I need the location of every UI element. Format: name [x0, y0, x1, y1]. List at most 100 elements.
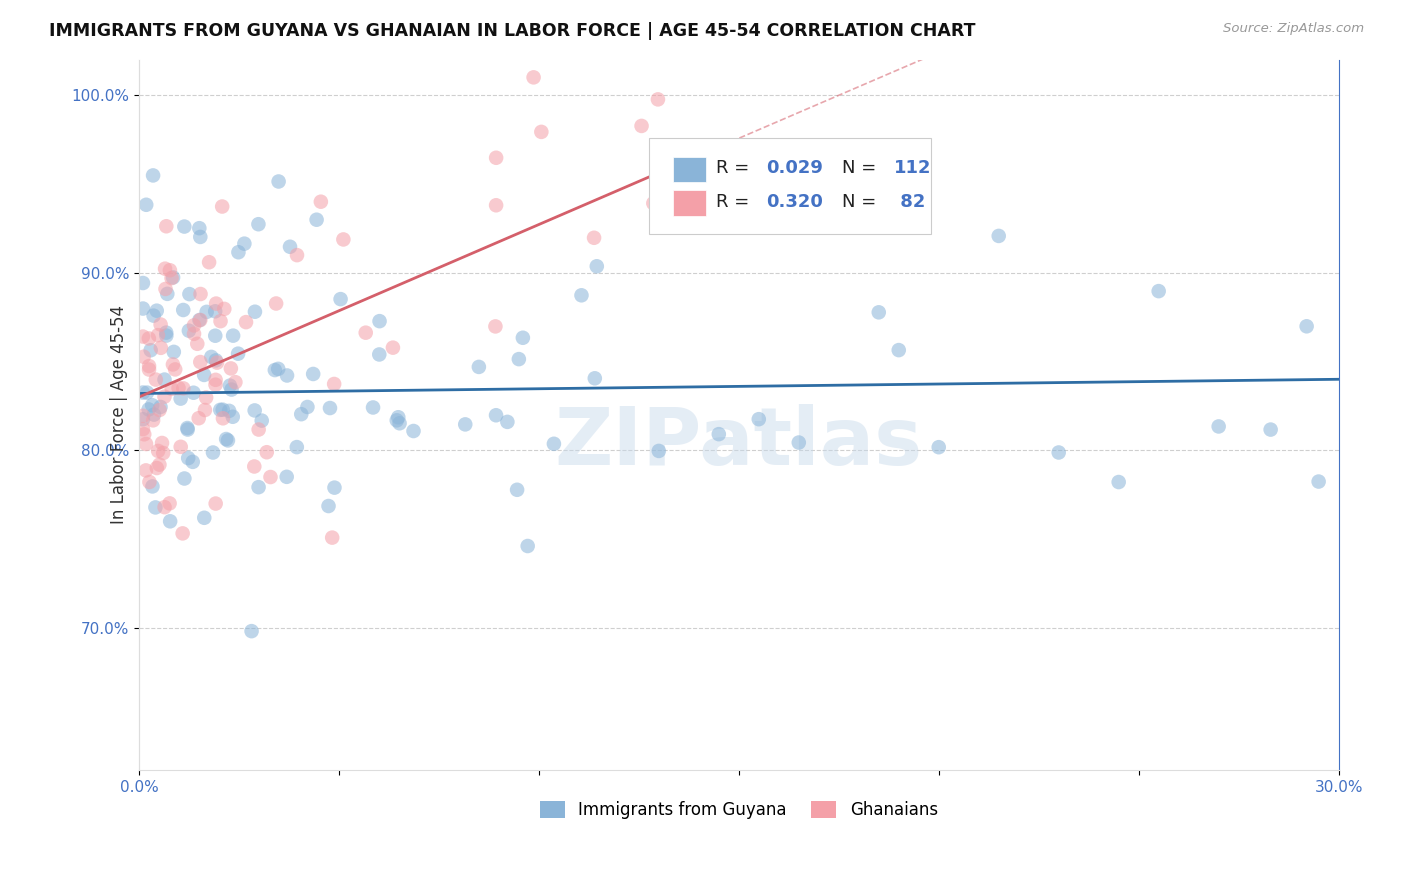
Point: [142, 413, 165, 427]
Point: [139, 343, 162, 358]
Point: [787, 435, 810, 450]
Point: [138, 475, 160, 489]
Point: [155, 219, 177, 234]
Point: [149, 400, 172, 414]
Point: [583, 231, 606, 245]
Point: [159, 496, 181, 510]
Point: [240, 624, 263, 639]
Point: [204, 304, 226, 318]
Legend: Immigrants from Guyana, Ghanaians: Immigrants from Guyana, Ghanaians: [533, 794, 945, 826]
Point: [188, 230, 211, 244]
Point: [204, 377, 226, 392]
Point: [222, 328, 245, 343]
Point: [177, 451, 200, 466]
Point: [132, 409, 155, 423]
Point: [512, 331, 534, 345]
FancyBboxPatch shape: [673, 190, 706, 216]
Point: [485, 151, 508, 165]
Point: [228, 245, 250, 260]
Point: [928, 440, 950, 454]
Point: [305, 212, 328, 227]
Point: [142, 309, 165, 323]
Point: [319, 401, 342, 415]
Point: [186, 336, 208, 351]
Point: [1108, 475, 1130, 489]
Point: [748, 412, 770, 426]
Point: [183, 326, 205, 341]
Point: [198, 255, 221, 269]
Point: [523, 70, 546, 85]
Point: [368, 314, 391, 328]
Point: [630, 119, 652, 133]
Point: [332, 232, 354, 246]
Point: [195, 305, 218, 319]
Point: [354, 326, 377, 340]
Point: [285, 440, 308, 454]
Point: [643, 196, 665, 211]
Point: [485, 198, 508, 212]
Point: [205, 356, 228, 370]
Point: [329, 292, 352, 306]
Point: [132, 276, 155, 290]
Point: [148, 458, 170, 472]
Point: [145, 303, 167, 318]
Point: [247, 423, 270, 437]
Point: [138, 331, 160, 345]
Point: [204, 497, 226, 511]
Point: [150, 436, 173, 450]
Point: [176, 423, 198, 437]
Point: [172, 381, 194, 395]
Point: [530, 125, 553, 139]
Point: [138, 359, 160, 373]
Point: [149, 341, 172, 355]
Point: [188, 313, 211, 327]
Point: [169, 392, 191, 406]
Point: [278, 240, 301, 254]
Point: [1260, 423, 1282, 437]
Point: [235, 315, 257, 329]
Point: [222, 409, 245, 424]
Point: [256, 445, 278, 459]
Text: R =: R =: [716, 160, 755, 178]
Point: [155, 326, 177, 340]
Point: [142, 169, 165, 183]
Point: [173, 219, 195, 234]
FancyBboxPatch shape: [648, 137, 931, 234]
Point: [200, 350, 222, 364]
Point: [276, 470, 298, 484]
Point: [226, 346, 249, 360]
Point: [132, 412, 155, 426]
Point: [160, 271, 183, 285]
Point: [887, 343, 910, 357]
Point: [188, 221, 211, 235]
FancyBboxPatch shape: [673, 157, 706, 183]
Point: [194, 403, 217, 417]
Point: [148, 403, 170, 417]
Point: [136, 385, 159, 400]
Point: [153, 261, 176, 276]
Point: [153, 500, 176, 515]
Point: [146, 328, 169, 343]
Point: [648, 444, 671, 458]
Point: [162, 358, 184, 372]
Text: Source: ZipAtlas.com: Source: ZipAtlas.com: [1223, 22, 1364, 36]
Point: [454, 417, 477, 432]
Point: [135, 437, 157, 451]
Point: [368, 347, 391, 361]
Point: [385, 413, 408, 427]
Point: [193, 368, 215, 382]
Point: [159, 263, 181, 277]
Point: [247, 217, 270, 231]
Point: [485, 409, 508, 423]
Point: [224, 375, 246, 389]
Point: [155, 328, 177, 343]
Point: [215, 432, 238, 446]
Point: [214, 301, 236, 316]
Point: [506, 483, 529, 497]
Point: [132, 350, 155, 364]
Point: [179, 287, 201, 301]
Point: [243, 403, 266, 417]
Point: [402, 424, 425, 438]
Y-axis label: In Labor Force | Age 45-54: In Labor Force | Age 45-54: [110, 305, 128, 524]
Point: [167, 381, 190, 395]
